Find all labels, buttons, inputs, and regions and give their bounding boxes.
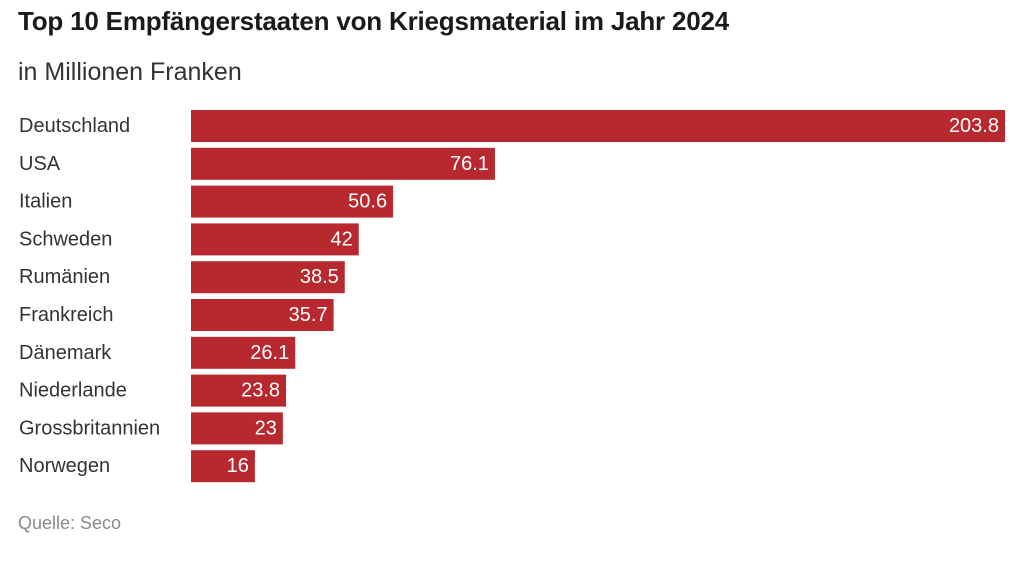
category-label: Schweden: [19, 228, 112, 250]
bar: [191, 223, 359, 256]
value-label: 16: [227, 455, 249, 477]
bar: [191, 374, 287, 407]
bar: [191, 110, 1005, 142]
value-label: 50.6: [348, 191, 387, 213]
value-label: 38.5: [300, 266, 339, 288]
bar: [191, 299, 334, 331]
category-label: USA: [19, 153, 61, 175]
value-label: 203.8: [949, 115, 999, 137]
category-label: Norwegen: [19, 455, 110, 477]
category-label: Dänemark: [19, 342, 112, 364]
bar: [191, 450, 255, 483]
category-label: Grossbritannien: [19, 417, 160, 439]
chart-title: Top 10 Empfängerstaaten von Kriegsmateri…: [18, 6, 730, 36]
category-label: Frankreich: [19, 304, 113, 326]
value-label: 76.1: [450, 153, 489, 175]
chart-subtitle: in Millionen Franken: [18, 58, 242, 86]
category-label: Italien: [19, 191, 72, 213]
bar: [191, 261, 345, 294]
bar: [191, 185, 394, 218]
category-label: Rumänien: [19, 266, 110, 288]
value-label: 23: [255, 417, 277, 439]
category-label: Deutschland: [19, 115, 130, 137]
source-note: Quelle: Seco: [18, 513, 122, 533]
bar: [191, 147, 495, 180]
value-label: 23.8: [241, 380, 280, 402]
value-label: 42: [331, 228, 353, 250]
bar: [191, 336, 296, 369]
value-label: 26.1: [250, 342, 289, 364]
value-label: 35.7: [289, 304, 328, 326]
bar: [191, 412, 283, 445]
category-label: Niederlande: [19, 380, 127, 402]
